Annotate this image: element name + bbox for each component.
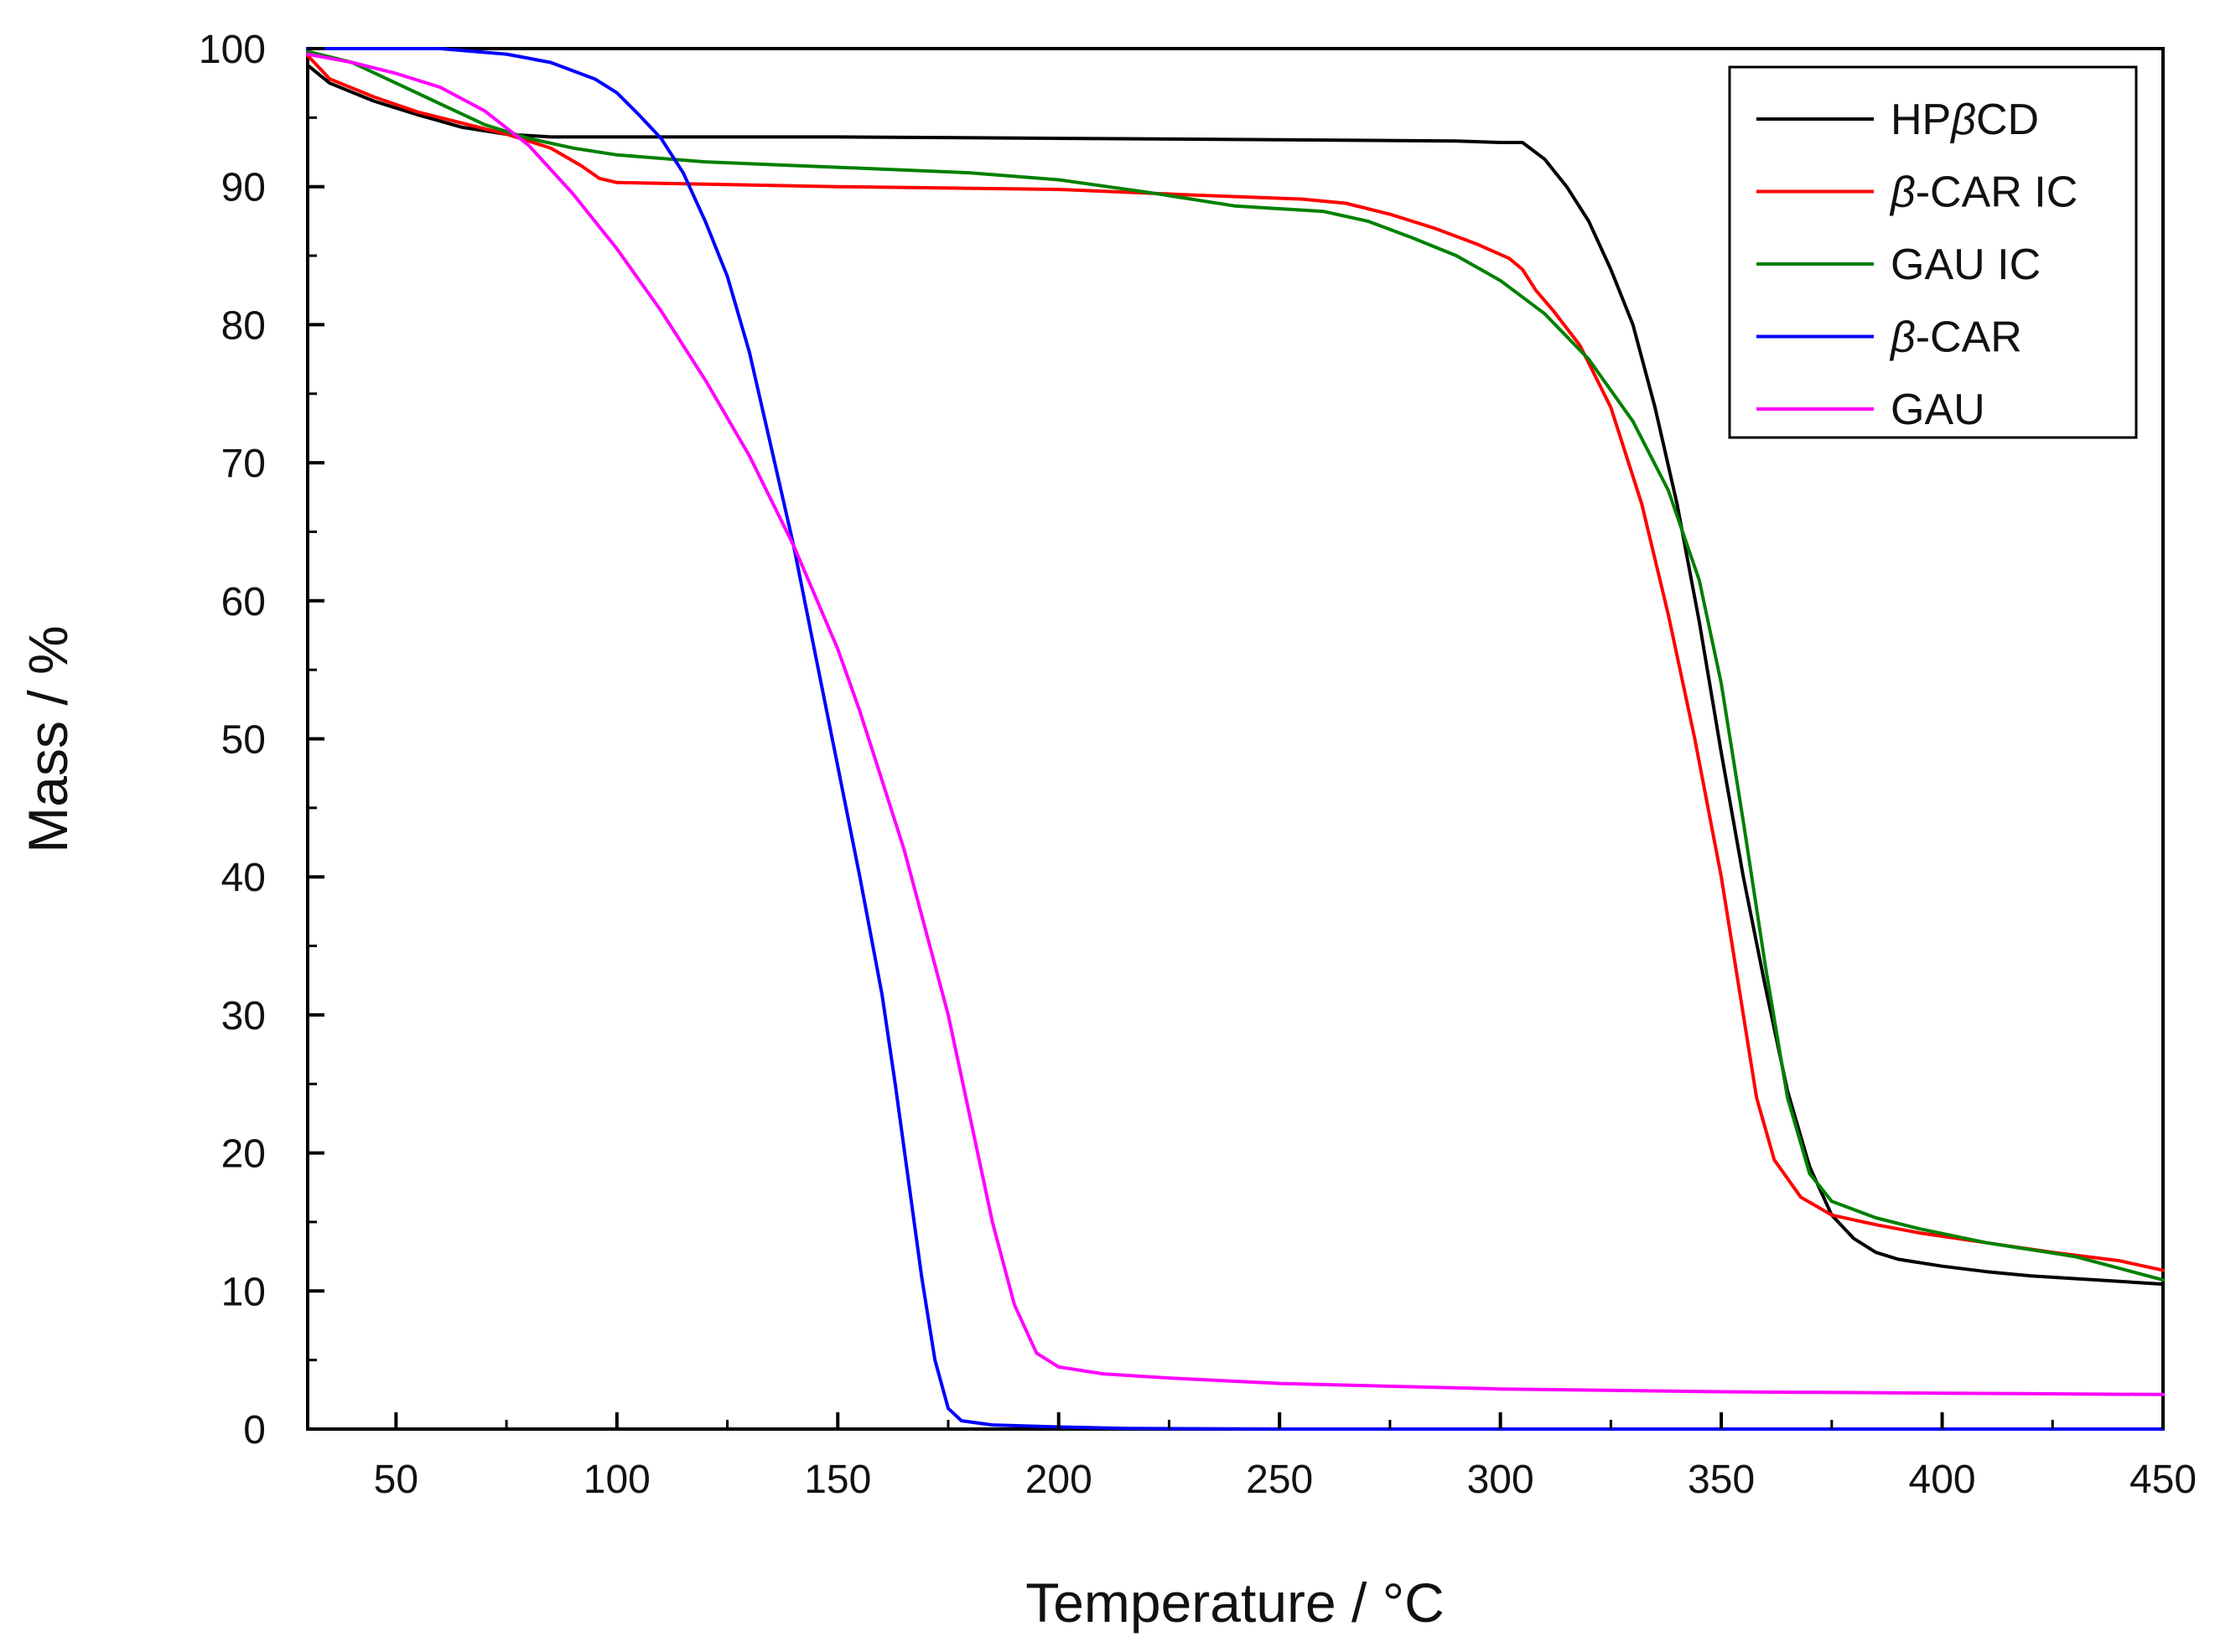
series-line-gau: [306, 52, 2165, 1396]
x-axis: 50 100 150 200 250 300 350 400 450: [374, 1412, 2197, 1502]
legend-label: β-CAR: [1889, 313, 2022, 362]
y-tick-label: 60: [221, 580, 266, 624]
x-tick-label: 300: [1467, 1458, 1534, 1502]
series-line-gau-ic: [306, 49, 2165, 1282]
y-tick-label: 0: [243, 1408, 266, 1453]
legend-label: β-CAR IC: [1889, 168, 2078, 217]
x-tick-label: 450: [2129, 1458, 2197, 1502]
y-tick-label: 90: [221, 166, 266, 210]
x-tick-label: 400: [1909, 1458, 1976, 1502]
series-line-hp-cd: [306, 63, 2165, 1287]
series-line-car-ic: [306, 54, 2165, 1272]
y-tick-label: 20: [221, 1132, 266, 1177]
series-layer: [306, 47, 2165, 1431]
y-tick-label: 40: [221, 856, 266, 900]
x-tick-label: 350: [1688, 1458, 1755, 1502]
plot-area: 50 100 150 200 250 300 350 400 450 0 10 20 30 40 50 60…: [199, 28, 2197, 1502]
legend-label: GAU: [1891, 386, 1985, 434]
legend-box: [1728, 65, 2138, 439]
y-tick-label: 70: [221, 442, 266, 486]
y-tick-label: 80: [221, 303, 266, 348]
x-tick-label: 150: [804, 1458, 871, 1502]
x-tick-label: 100: [584, 1458, 651, 1502]
x-axis-title: Temperature / °C: [1025, 1572, 1445, 1634]
y-tick-label: 10: [221, 1270, 266, 1314]
legend: HPβCD β-CAR IC GAU IC β-CAR GAU: [1728, 65, 2138, 439]
y-axis: 0 10 20 30 40 50 60 70 80 90 100: [199, 28, 324, 1453]
y-tick-label: 30: [221, 994, 266, 1038]
y-tick-label: 50: [221, 718, 266, 763]
series-line-car: [306, 47, 2165, 1431]
x-tick-label: 50: [374, 1458, 418, 1502]
y-axis-title: Mass / %: [17, 625, 79, 852]
legend-entries: HPβCD β-CAR IC GAU IC β-CAR GAU: [1756, 96, 2078, 434]
legend-label: HPβCD: [1891, 96, 2039, 144]
legend-label: GAU IC: [1891, 241, 2041, 289]
x-tick-label: 250: [1246, 1458, 1313, 1502]
y-tick-label: 100: [199, 28, 266, 72]
x-tick-label: 200: [1025, 1458, 1092, 1502]
